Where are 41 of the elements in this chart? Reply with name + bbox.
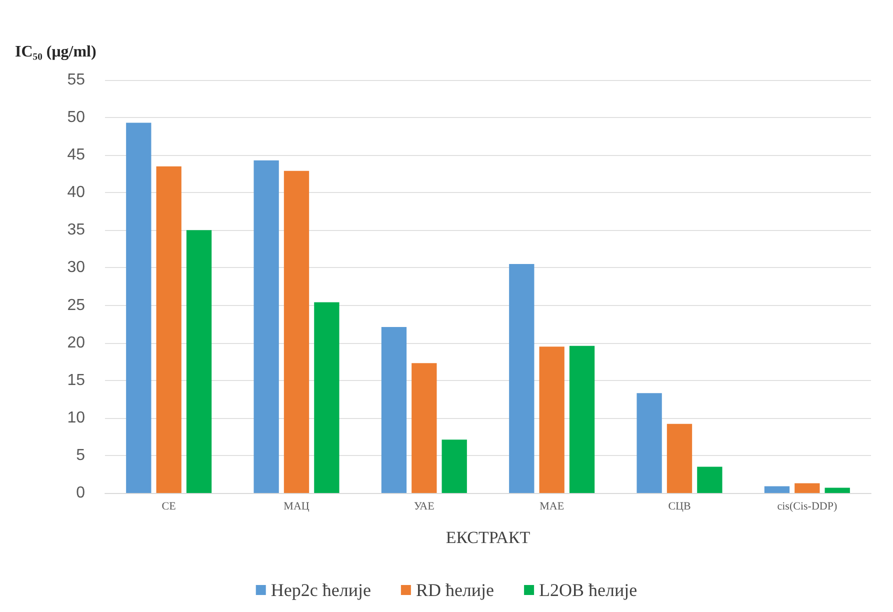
bar	[569, 346, 595, 493]
bar	[764, 486, 790, 493]
bar	[254, 160, 279, 493]
x-tick-label: МАЕ	[540, 500, 564, 512]
y-tick-label: 30	[67, 259, 86, 276]
y-tick-label: 25	[67, 296, 86, 314]
bar	[794, 483, 820, 493]
y-tick-label: 0	[76, 484, 86, 502]
bar	[381, 327, 407, 493]
bar	[186, 230, 212, 493]
bar	[442, 440, 467, 493]
legend-label: RD ћелије	[416, 580, 494, 600]
bar	[126, 122, 152, 493]
y-tick-label: 50	[67, 109, 86, 126]
bar	[636, 393, 662, 493]
bar	[697, 466, 722, 493]
bar	[509, 264, 534, 493]
bar	[314, 302, 340, 493]
y-tick-label: 10	[67, 409, 86, 426]
bar	[824, 488, 850, 493]
y-tick-label: 45	[67, 146, 86, 164]
x-tick-label: МАЦ	[284, 500, 310, 512]
y-tick-label: 40	[67, 184, 86, 202]
x-tick-label: СЕ	[162, 500, 176, 512]
y-tick-label: 20	[67, 334, 86, 352]
y-axis-title: IC₅₀ (μg/ml)	[15, 44, 96, 60]
bar	[666, 424, 692, 493]
y-tick-label: 35	[67, 222, 86, 239]
x-tick-label: cis(Cis-DDP)	[777, 500, 838, 512]
x-tick-label: УАЕ	[414, 500, 435, 512]
bar	[156, 166, 182, 493]
legend-label: L2OB ћелије	[539, 580, 638, 600]
bar	[539, 346, 564, 493]
y-tick-label: 5	[76, 446, 86, 464]
bar	[284, 170, 310, 493]
bar	[412, 363, 437, 493]
y-tick-label: 55	[67, 72, 86, 88]
legend-label: Hep2c ћелије	[270, 580, 371, 600]
y-tick-label: 15	[67, 372, 86, 389]
x-tick-label: СЦВ	[668, 500, 691, 512]
x-axis-title: ЕКСТРАКТ	[446, 528, 531, 547]
